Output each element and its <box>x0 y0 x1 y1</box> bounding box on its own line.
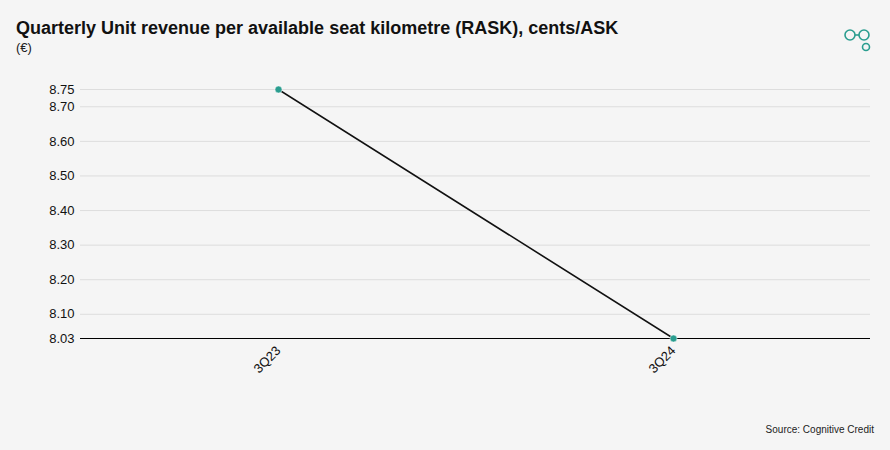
svg-text:8.40: 8.40 <box>49 203 74 218</box>
svg-text:8.30: 8.30 <box>49 237 74 252</box>
html-text:Quarterly Unit revenue per ava: Quarterly Unit revenue per available sea… <box>16 18 619 38</box>
svg-text:3Q23: 3Q23 <box>250 343 283 376</box>
svg-text:8.50: 8.50 <box>49 168 74 183</box>
svg-text:8.60: 8.60 <box>49 134 74 149</box>
svg-text:8.03: 8.03 <box>49 331 74 346</box>
svg-text:8.75: 8.75 <box>49 82 74 97</box>
svg-text:8.70: 8.70 <box>49 99 74 114</box>
html-text:Source: Cognitive Credit: Source: Cognitive Credit <box>765 424 874 435</box>
svg-text:3Q24: 3Q24 <box>645 343 678 376</box>
svg-text:8.20: 8.20 <box>49 272 74 287</box>
svg-text:8.10: 8.10 <box>49 306 74 321</box>
